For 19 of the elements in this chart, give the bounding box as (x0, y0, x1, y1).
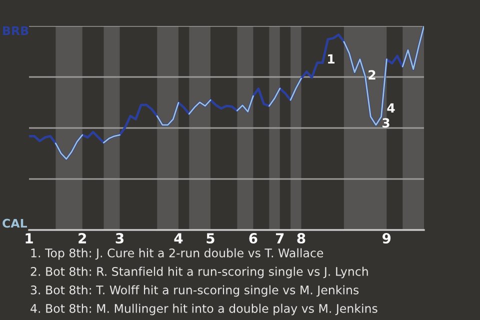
x-tick-label: 9 (382, 233, 391, 244)
x-tick-label: 4 (174, 233, 183, 244)
annotation: 1 (328, 54, 334, 64)
text: CAL (2, 218, 27, 228)
text: 1. Top 8th: J. Cure hit a 2-run double vs T. Wallace (31, 248, 324, 260)
x-tick-label: 2 (78, 233, 86, 244)
annotation: 4 (387, 103, 395, 112)
x-tick-label: 3 (116, 233, 124, 244)
text: 4. Bot 8th: M. Mullinger hit into a double play vs M. Jenkins (30, 304, 378, 316)
x-tick-label: 6 (249, 233, 258, 244)
annotation: 3 (382, 118, 390, 128)
x-tick-label: 5 (206, 233, 214, 244)
text: BRB (3, 26, 28, 35)
x-tick-label: 7 (276, 233, 284, 244)
text: 3. Bot 8th: T. Wolff hit a run-scoring single vs M. Jenkins (30, 285, 359, 297)
x-tick-label: 1 (26, 233, 33, 244)
annotation: 2 (368, 70, 376, 80)
x-tick-label: 8 (297, 233, 306, 244)
text: 2. Bot 8th: R. Stanfield hit a run-scoring single vs J. Lynch (30, 266, 368, 278)
